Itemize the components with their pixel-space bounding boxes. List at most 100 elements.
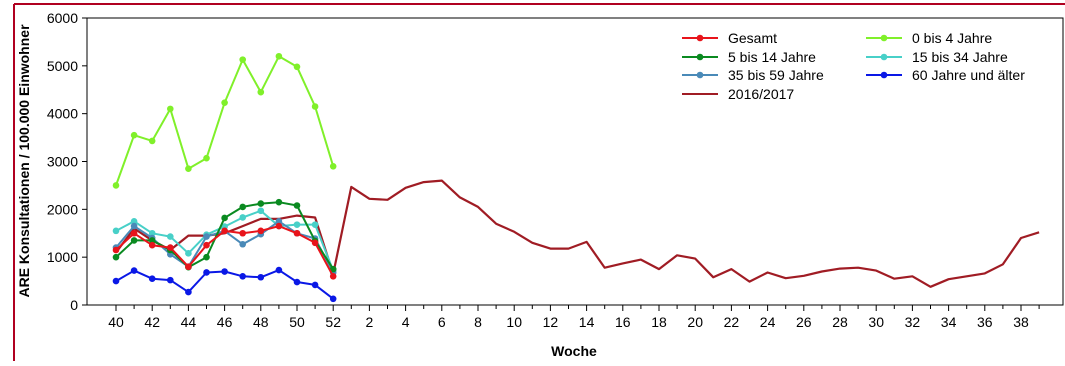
x-tick-label: 48 [253,314,269,330]
data-point [167,233,174,240]
data-point [185,250,192,257]
x-tick-label: 34 [941,314,957,330]
data-point [257,227,265,235]
legend-label: 15 bis 34 Jahre [912,49,1008,65]
data-point [185,165,192,172]
data-point [167,105,174,113]
x-axis-ticks: 40 42 44 46 48 50 52 2 4 6 8 10 12 14 16 18 20 22 24 26 28 30… [108,305,1040,330]
data-point [203,154,210,162]
data-point [221,227,228,235]
data-point [329,295,337,303]
x-tick-label: 44 [181,314,197,330]
data-point [293,63,301,71]
data-point [329,265,337,273]
y-tick-label: 3000 [47,154,78,170]
data-point [275,52,283,60]
legend-marker [880,71,888,79]
data-point [148,241,156,249]
x-tick-label: 42 [144,314,160,330]
legend-label: Gesamt [728,30,777,46]
data-point [329,162,337,170]
data-point [293,229,301,237]
y-tick-label: 5000 [47,58,78,74]
data-point [148,237,156,244]
legend-label: 0 bis 4 Jahre [912,30,992,46]
data-point [293,278,301,286]
data-point [239,203,246,211]
data-point [221,214,228,222]
legend-label: 5 bis 14 Jahre [728,49,816,65]
series-line [115,55,335,186]
x-tick-label: 50 [289,314,305,330]
legend-label: 60 Jahre und älter [912,67,1025,83]
x-tick-label: 22 [724,314,740,330]
data-point [112,253,120,261]
x-tick-label: 20 [687,314,703,330]
x-tick-label: 8 [474,314,482,330]
legend-marker [880,53,888,61]
data-point [203,233,210,240]
y-tick-label: 1000 [47,249,78,265]
x-tick-label: 32 [905,314,921,330]
x-tick-label: 26 [796,314,812,330]
data-point [130,217,138,225]
x-tick-label: 4 [402,314,410,330]
x-tick-label: 30 [868,314,884,330]
x-axis-title: Woche [551,343,597,359]
data-point [112,246,120,254]
legend-marker [696,53,704,61]
data-point [148,229,156,237]
data-point [311,239,319,247]
data-point [185,263,192,271]
x-tick-label: 16 [615,314,631,330]
data-point [148,137,156,145]
legend-label: 35 bis 59 Jahre [728,67,824,83]
data-point [329,273,337,280]
legend: Gesamt 0 bis 4 Jahre 5 bis 14 Jahre 15 bis … [682,30,1025,102]
x-tick-label: 46 [217,314,233,330]
legend-marker [696,34,704,42]
data-point [130,131,138,139]
x-tick-label: 36 [977,314,993,330]
x-tick-label: 6 [438,314,446,330]
x-tick-label: 40 [108,314,124,330]
data-point [275,198,283,206]
data-point [239,240,246,248]
data-point [112,227,120,235]
data-point [257,273,265,281]
data-point [130,237,138,244]
legend-marker [880,34,888,42]
legend-marker [696,71,704,79]
data-point [167,244,174,251]
x-tick-label: 24 [760,314,776,330]
legend-label: 2016/2017 [728,86,794,102]
x-tick-label: 18 [651,314,667,330]
x-tick-label: 10 [506,314,522,330]
y-tick-label: 0 [70,297,78,313]
data-point [311,221,319,228]
data-point [257,207,265,215]
data-point [130,229,138,237]
y-axis-title: ARE Konsultationen / 100.000 Einwohner [16,24,32,298]
y-axis-ticks: 0 1000 2000 3000 4000 5000 6000 [47,10,87,313]
data-point [221,99,228,106]
data-point [112,277,120,285]
y-tick-label: 2000 [47,201,78,217]
data-point [311,281,319,289]
data-point [239,56,246,63]
data-point [257,200,265,207]
data-point [221,268,228,275]
data-point [203,269,210,276]
data-point [203,253,210,261]
data-point [275,217,283,225]
y-tick-label: 4000 [47,106,78,122]
data-point [275,266,283,274]
data-point [293,221,301,228]
x-tick-label: 52 [325,314,341,330]
data-point [167,276,174,284]
data-point [311,103,319,110]
data-point [130,267,138,274]
x-tick-label: 12 [543,314,559,330]
data-point [239,273,246,280]
